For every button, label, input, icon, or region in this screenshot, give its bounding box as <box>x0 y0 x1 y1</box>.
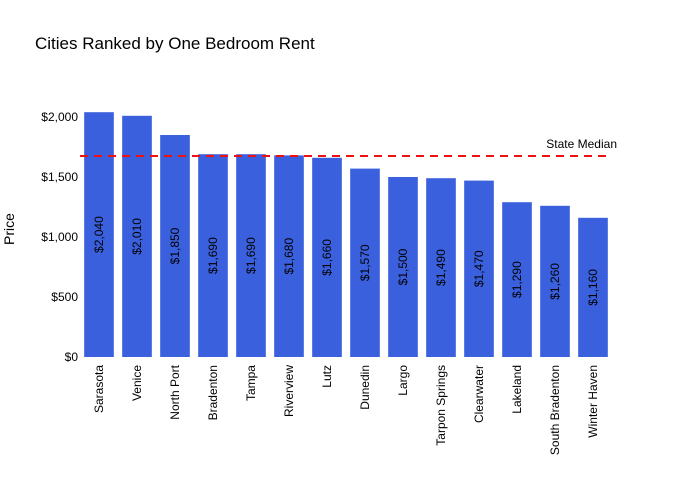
bar <box>312 157 342 357</box>
bar <box>84 112 114 357</box>
x-tick-label: Largo <box>396 365 410 396</box>
y-tick-label: $1,500 <box>41 170 78 184</box>
bar <box>160 135 190 357</box>
bar-value-label: $1,500 <box>396 248 410 285</box>
x-tick-label: Winter Haven <box>586 365 600 438</box>
bar-value-label: $1,160 <box>586 269 600 306</box>
bar-value-label: $1,290 <box>510 261 524 298</box>
bar-value-label: $1,690 <box>244 237 258 274</box>
bar-value-label: $1,260 <box>548 263 562 300</box>
x-axis: Sarasota Venice North Port Bradenton Tampa Ri… <box>92 364 600 455</box>
x-tick-label: Dunedin <box>358 365 372 410</box>
x-tick-label: Lakeland <box>510 365 524 414</box>
bar <box>350 168 380 357</box>
y-axis: $0 $500 $1,000 $1,500 $2,000 <box>41 110 78 364</box>
bar <box>198 154 228 357</box>
x-tick-label: Tarpon Springs <box>434 365 448 446</box>
chart-title: Cities Ranked by One Bedroom Rent <box>35 34 315 53</box>
bar <box>388 177 418 357</box>
bar <box>578 217 608 357</box>
bar-value-label: $1,850 <box>168 227 182 264</box>
bar-value-label: $2,040 <box>92 216 106 253</box>
x-tick-label: South Bradenton <box>548 365 562 455</box>
y-tick-label: $2,000 <box>41 110 78 124</box>
x-tick-label: Lutz <box>320 365 334 388</box>
bar <box>274 155 304 357</box>
bar <box>236 154 266 357</box>
bar <box>540 205 570 357</box>
reference-line-group: State Median <box>80 137 617 157</box>
x-tick-label: Tampa <box>244 365 258 401</box>
x-tick-label: Sarasota <box>92 365 106 413</box>
y-tick-label: $1,000 <box>41 230 78 244</box>
bar-value-label: $1,660 <box>320 239 334 276</box>
bar <box>426 178 456 357</box>
x-tick-label: Riverview <box>282 365 296 417</box>
bar-value-label: $2,010 <box>130 218 144 255</box>
bar <box>464 180 494 357</box>
bar-value-label: $1,690 <box>206 237 220 274</box>
x-tick-label: Bradenton <box>206 365 220 420</box>
bar-value-label: $1,680 <box>282 238 296 275</box>
x-tick-label: Venice <box>130 365 144 401</box>
x-tick-label: Clearwater <box>472 365 486 423</box>
bar-value-label: $1,570 <box>358 244 372 281</box>
bar-value-label: $1,470 <box>472 250 486 287</box>
y-axis-label: Price <box>1 213 17 245</box>
bar-value-label: $1,490 <box>434 249 448 286</box>
y-tick-label: $0 <box>65 350 79 364</box>
y-tick-label: $500 <box>51 290 78 304</box>
reference-line-label: State Median <box>546 137 617 151</box>
bars-group: $2,040 $2,010 $1,850 $1,690 $1,690 $1,680 $1,6… <box>84 112 608 357</box>
x-tick-label: North Port <box>168 364 182 419</box>
bar <box>502 202 532 357</box>
